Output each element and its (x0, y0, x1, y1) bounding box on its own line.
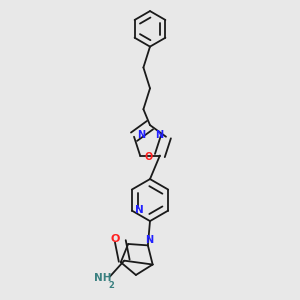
Text: N: N (135, 205, 144, 215)
Text: N: N (155, 130, 163, 140)
Text: O: O (110, 234, 120, 244)
Text: N: N (137, 130, 145, 140)
Text: O: O (144, 152, 152, 162)
Text: NH: NH (94, 273, 111, 283)
Text: 2: 2 (109, 281, 115, 290)
Text: N: N (146, 235, 154, 244)
